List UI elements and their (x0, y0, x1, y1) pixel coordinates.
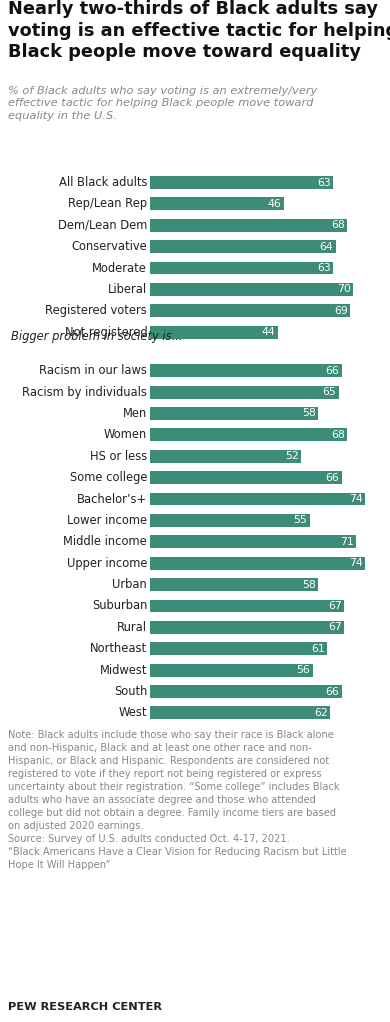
Text: Urban: Urban (112, 578, 147, 591)
Text: 61: 61 (311, 644, 325, 654)
Text: 74: 74 (349, 494, 362, 504)
Bar (150, 428, 347, 442)
Text: Midwest: Midwest (100, 663, 147, 677)
Bar (150, 240, 336, 253)
Text: Middle income: Middle income (64, 536, 147, 549)
Bar (150, 364, 342, 377)
Bar (150, 305, 350, 317)
Bar (150, 536, 356, 548)
Text: 58: 58 (302, 409, 316, 418)
Bar (150, 600, 344, 612)
Text: Rural: Rural (117, 620, 147, 634)
Text: % of Black adults who say voting is an extremely/very
effective tactic for helpi: % of Black adults who say voting is an e… (8, 86, 317, 122)
Text: West: West (119, 706, 147, 719)
Text: 56: 56 (296, 665, 310, 676)
Text: 46: 46 (268, 199, 281, 208)
Text: Liberal: Liberal (108, 283, 147, 296)
Text: 63: 63 (317, 178, 331, 187)
Text: 66: 66 (326, 366, 339, 376)
Text: 66: 66 (326, 472, 339, 482)
Text: 66: 66 (326, 687, 339, 697)
Text: South: South (114, 685, 147, 698)
Text: 62: 62 (314, 708, 328, 717)
Text: 58: 58 (302, 579, 316, 590)
Text: 71: 71 (340, 537, 354, 547)
Text: All Black adults: All Black adults (58, 176, 147, 189)
Text: Racism by individuals: Racism by individuals (22, 385, 147, 399)
Text: 55: 55 (294, 515, 307, 525)
Text: 68: 68 (332, 221, 345, 230)
Bar (150, 385, 339, 399)
Bar (150, 706, 330, 719)
Text: Registered voters: Registered voters (45, 305, 147, 317)
Text: Dem/Lean Dem: Dem/Lean Dem (58, 219, 147, 232)
Text: Not registered: Not registered (65, 326, 147, 338)
Bar (150, 685, 342, 698)
Text: 44: 44 (262, 327, 275, 337)
Bar (150, 557, 365, 569)
Text: 69: 69 (334, 306, 348, 316)
Text: 67: 67 (328, 622, 342, 633)
Bar (150, 578, 318, 591)
Text: 65: 65 (323, 387, 336, 398)
Text: 64: 64 (320, 241, 333, 251)
Text: Some college: Some college (70, 471, 147, 484)
Text: 63: 63 (317, 263, 331, 273)
Bar (150, 663, 312, 677)
Text: 52: 52 (285, 452, 299, 461)
Text: Men: Men (123, 407, 147, 420)
Bar (150, 283, 353, 295)
Bar (150, 197, 284, 211)
Text: Conservative: Conservative (71, 240, 147, 253)
Text: Bigger problem in society is...: Bigger problem in society is... (11, 330, 182, 343)
Bar (150, 326, 278, 338)
Bar (150, 643, 327, 655)
Text: 74: 74 (349, 558, 362, 568)
Text: Note: Black adults include those who say their race is Black alone
and non-Hispa: Note: Black adults include those who say… (8, 730, 346, 870)
Bar (150, 219, 347, 232)
Text: Upper income: Upper income (67, 557, 147, 569)
Text: 67: 67 (328, 601, 342, 611)
Text: Moderate: Moderate (92, 262, 147, 275)
Text: 68: 68 (332, 430, 345, 439)
Bar (150, 514, 310, 526)
Text: Women: Women (104, 428, 147, 442)
Text: Racism in our laws: Racism in our laws (39, 364, 147, 377)
Text: Northeast: Northeast (90, 642, 147, 655)
Bar (150, 471, 342, 484)
Text: 70: 70 (337, 284, 351, 294)
Text: Rep/Lean Rep: Rep/Lean Rep (68, 197, 147, 211)
Text: Bachelor’s+: Bachelor’s+ (77, 493, 147, 506)
Text: HS or less: HS or less (90, 450, 147, 463)
Bar (150, 407, 318, 420)
Text: PEW RESEARCH CENTER: PEW RESEARCH CENTER (8, 1002, 162, 1012)
Text: Suburban: Suburban (92, 600, 147, 612)
Bar (150, 450, 301, 463)
Text: Lower income: Lower income (67, 514, 147, 527)
Text: Nearly two-thirds of Black adults say
voting is an effective tactic for helping
: Nearly two-thirds of Black adults say vo… (8, 0, 390, 61)
Bar (150, 621, 344, 634)
Bar (150, 262, 333, 275)
Bar (150, 493, 365, 506)
Bar (150, 176, 333, 189)
